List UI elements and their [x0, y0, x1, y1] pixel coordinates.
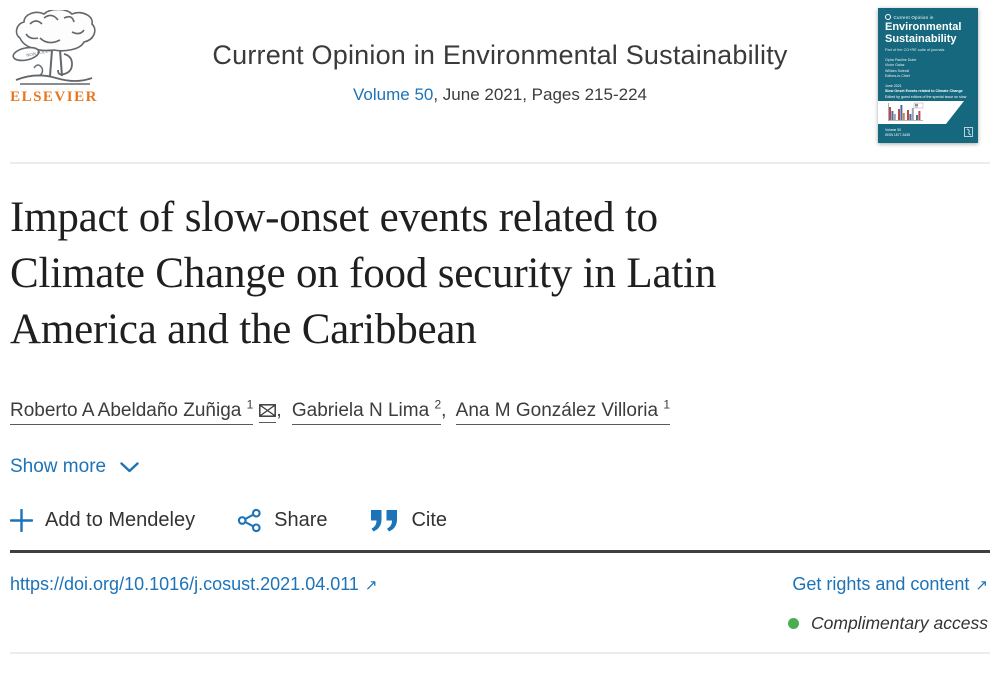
bottom-divider — [10, 652, 990, 655]
open-access-dot-icon — [788, 618, 799, 630]
author-link[interactable]: Roberto A Abeldaño Zuñiga 1 — [10, 398, 254, 426]
author-separator: , — [441, 400, 447, 422]
share-label: Share — [274, 509, 328, 532]
journal-cover-thumbnail[interactable]: Current Opinion in Environmental Sustain… — [878, 8, 978, 143]
get-rights-link[interactable]: Get rights and content ↗ — [792, 574, 988, 595]
cover-subtitle: Part of the CO+RE suite of journals — [885, 47, 945, 52]
author-link[interactable]: Gabriela N Lima 2 — [291, 398, 442, 426]
show-more-label: Show more — [10, 456, 107, 478]
cover-kicker: Current Opinion in — [893, 14, 934, 20]
issue-info: , June 2021, Pages 215-224 — [433, 85, 647, 104]
add-to-mendeley-button[interactable]: Add to Mendeley — [10, 509, 196, 533]
section-divider-dark — [10, 550, 990, 554]
header-divider — [10, 162, 990, 164]
share-icon — [237, 508, 262, 533]
elsevier-logo[interactable]: NON SOLUS ELSEVIER — [10, 10, 98, 106]
cite-label: Cite — [411, 509, 448, 532]
external-link-icon: ↗ — [364, 577, 378, 595]
journal-head: Current Opinion in Environmental Sustain… — [0, 40, 1000, 105]
chevron-down-icon — [120, 462, 139, 473]
volume-link[interactable]: Volume 50 — [353, 85, 434, 104]
access-status-label: Complimentary access — [811, 613, 988, 634]
add-to-mendeley-label: Add to Mendeley — [45, 509, 196, 532]
cover-elsevier-mark-icon — [964, 127, 973, 137]
cover-kicker-row: Current Opinion in — [885, 14, 972, 20]
access-row: Complimentary access — [10, 613, 990, 634]
external-link-icon: ↗ — [975, 577, 988, 595]
cover-title: Environmental Sustainability — [885, 21, 962, 45]
article-title: Impact of slow-onset events related to C… — [10, 194, 717, 353]
cover-volume-issn: Volume 50 ISSN 1877-3435 — [885, 127, 911, 137]
svg-text:NON SOLUS: NON SOLUS — [26, 48, 52, 58]
journal-issue-line: Volume 50, June 2021, Pages 215-224 — [0, 85, 1000, 105]
plus-icon — [10, 509, 33, 533]
cover-editors: Opha Pauline Dube Victor Galaz William S… — [885, 57, 917, 79]
doi-link[interactable]: https://doi.org/10.1016/j.cosust.2021.04… — [10, 574, 378, 595]
share-button[interactable]: Share — [237, 508, 327, 533]
elsevier-wordmark: ELSEVIER — [10, 89, 98, 105]
journal-title-link[interactable]: Current Opinion in Environmental Sustain… — [212, 40, 788, 70]
journal-header: NON SOLUS ELSEVIER Current Opinion in En… — [0, 0, 1000, 164]
email-author-icon[interactable] — [259, 400, 277, 424]
cite-quote-icon — [369, 509, 399, 532]
author-link[interactable]: Ana M González Villoria 1 — [455, 398, 671, 426]
links-row: https://doi.org/10.1016/j.cosust.2021.04… — [10, 574, 990, 595]
show-more-button[interactable]: Show more — [10, 456, 139, 478]
author-separator: , — [276, 400, 282, 422]
cite-button[interactable]: Cite — [369, 509, 447, 532]
cover-logo-icon — [885, 14, 891, 20]
author-list: Roberto A Abeldaño Zuñiga 1, Gabriela N … — [10, 398, 990, 426]
cover-chart — [888, 102, 924, 121]
article-section: Impact of slow-onset events related to C… — [0, 190, 1000, 655]
cover-art-band — [878, 101, 964, 124]
elsevier-tree-icon: NON SOLUS — [10, 10, 98, 88]
article-actions: Add to Mendeley Share Cite — [10, 508, 990, 533]
